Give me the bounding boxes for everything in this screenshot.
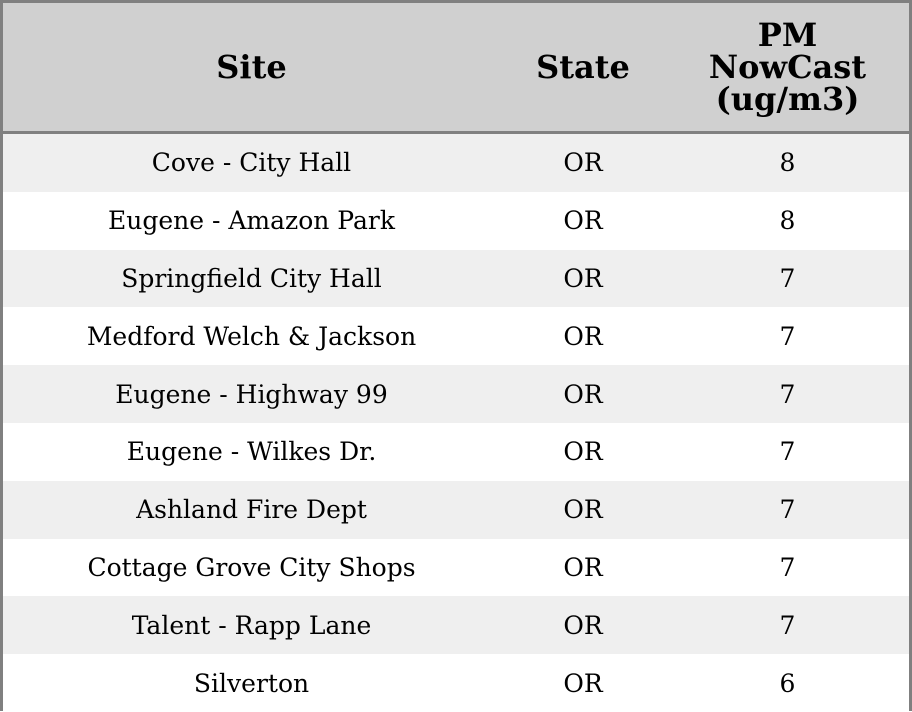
cell-pm: 7: [779, 263, 796, 293]
cell-pm: 7: [779, 379, 796, 409]
cell-site: Cove - City Hall: [151, 148, 352, 178]
table-header: Site State PM NowCast (ug/m3): [3, 3, 909, 134]
cell-site: Eugene - Highway 99: [115, 379, 388, 409]
table-row: Eugene - Amazon Park OR 8: [3, 191, 909, 250]
cell-state: OR: [563, 668, 603, 698]
cell-site: Medford Welch & Jackson: [86, 321, 417, 351]
cell-state: OR: [563, 495, 603, 525]
table-body: Cove - City Hall OR 8 Eugene - Amazon Park O…: [3, 134, 909, 712]
table-row: Ashland Fire Dept OR 7: [3, 480, 909, 539]
cell-state: OR: [563, 437, 603, 467]
table-row: Medford Welch & Jackson OR 7: [3, 307, 909, 366]
cell-site: Eugene - Wilkes Dr.: [126, 437, 377, 467]
cell-pm: 8: [779, 206, 796, 236]
cell-pm: 7: [779, 321, 796, 351]
cell-state: OR: [563, 610, 603, 640]
header-state: State: [536, 48, 630, 86]
cell-pm: 7: [779, 610, 796, 640]
table-row: Eugene - Highway 99 OR 7: [3, 365, 909, 423]
header-site: Site: [216, 48, 287, 86]
header-pm-nowcast: PM NowCast (ug/m3): [708, 16, 867, 118]
cell-site: Eugene - Amazon Park: [107, 206, 396, 236]
cell-pm: 7: [779, 495, 796, 525]
cell-pm: 8: [779, 148, 796, 178]
table-row: Springfield City Hall OR 7: [3, 249, 909, 308]
cell-state: OR: [563, 321, 603, 351]
cell-state: OR: [563, 206, 603, 236]
table-row: Cove - City Hall OR 8: [3, 134, 909, 192]
cell-state: OR: [563, 263, 603, 293]
table-row: Talent - Rapp Lane OR 7: [3, 596, 909, 655]
cell-state: OR: [563, 148, 603, 178]
cell-site: Talent - Rapp Lane: [131, 610, 372, 640]
table-row: Silverton OR 6: [3, 654, 909, 712]
table-row: Cottage Grove City Shops OR 7: [3, 538, 909, 597]
cell-pm: 6: [779, 668, 796, 698]
cell-site: Springfield City Hall: [121, 263, 382, 293]
cell-pm: 7: [779, 552, 796, 582]
cell-state: OR: [563, 552, 603, 582]
cell-site: Cottage Grove City Shops: [87, 552, 416, 582]
cell-pm: 7: [779, 437, 796, 467]
cell-site: Ashland Fire Dept: [136, 495, 367, 525]
cell-site: Silverton: [193, 668, 310, 698]
cell-state: OR: [563, 379, 603, 409]
table-row: Eugene - Wilkes Dr. OR 7: [3, 422, 909, 481]
